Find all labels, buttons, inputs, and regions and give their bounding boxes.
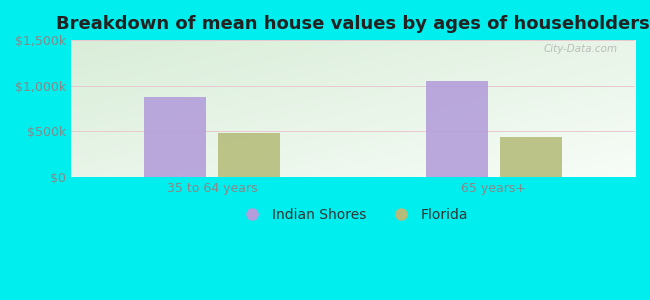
Bar [500,137,562,177]
Text: City-Data.com: City-Data.com [544,44,618,54]
Bar [426,81,488,177]
Bar [218,133,280,177]
Title: Breakdown of mean house values by ages of householders: Breakdown of mean house values by ages o… [56,15,650,33]
Legend: Indian Shores, Florida: Indian Shores, Florida [233,202,473,227]
Bar [144,97,206,177]
